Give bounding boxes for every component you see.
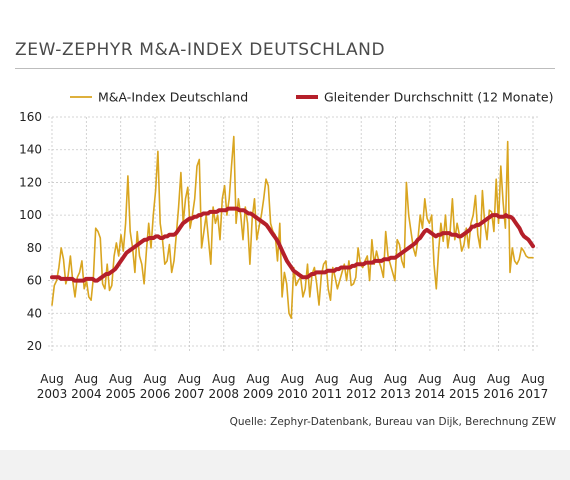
x-tick-month: Aug <box>384 372 407 386</box>
x-tick-year: 2007 <box>174 387 205 401</box>
x-tick-month: Aug <box>281 372 304 386</box>
legend-label: M&A-Index Deutschland <box>98 90 248 105</box>
x-tick-year: 2013 <box>380 387 411 401</box>
x-tick-year: 2011 <box>312 387 343 401</box>
x-tick-year: 2012 <box>346 387 377 401</box>
x-tick-month: Aug <box>178 372 201 386</box>
x-tick-year: 2006 <box>140 387 171 401</box>
source-note: Quelle: Zephyr-Datenbank, Bureau van Dij… <box>229 416 556 428</box>
x-tick-month: Aug <box>453 372 476 386</box>
y-tick-label: 140 <box>19 143 42 157</box>
y-tick-label: 100 <box>19 208 42 222</box>
y-tick-label: 60 <box>27 274 42 288</box>
x-tick-month: Aug <box>143 372 166 386</box>
series-moving-average-line <box>50 206 535 283</box>
y-tick-label: 160 <box>19 110 42 124</box>
x-tick-year: 2008 <box>209 387 240 401</box>
x-tick-year: 2009 <box>243 387 274 401</box>
chart-title: ZEW-ZEPHYR M&A-INDEX DEUTSCHLAND <box>15 40 386 60</box>
x-tick-month: Aug <box>75 372 98 386</box>
bottom-band <box>0 450 570 480</box>
legend: M&A-Index Deutschland Gleitender Durchsch… <box>70 90 554 105</box>
x-tick-year: 2003 <box>37 387 68 401</box>
series-ma-index-line <box>51 135 534 320</box>
y-tick-label: 120 <box>19 175 42 189</box>
x-tick-year: 2005 <box>105 387 136 401</box>
series-lines <box>50 135 535 320</box>
x-tick-year: 2014 <box>415 387 446 401</box>
title-divider <box>15 68 555 69</box>
x-tick-month: Aug <box>418 372 441 386</box>
x-axis-ticks: Aug2003Aug2004Aug2005Aug2006Aug2007Aug20… <box>37 372 549 401</box>
y-tick-label: 40 <box>27 306 42 320</box>
x-tick-month: Aug <box>40 372 63 386</box>
x-tick-month: Aug <box>521 372 544 386</box>
y-tick-label: 20 <box>27 339 42 353</box>
x-tick-month: Aug <box>212 372 235 386</box>
x-tick-month: Aug <box>487 372 510 386</box>
x-tick-year: 2017 <box>518 387 549 401</box>
x-tick-year: 2010 <box>277 387 308 401</box>
x-tick-year: 2015 <box>449 387 480 401</box>
y-axis-ticks: 20 40 60 80 100 120 140 160 <box>19 110 42 353</box>
x-tick-month: Aug <box>109 372 132 386</box>
y-tick-label: 80 <box>27 241 42 255</box>
x-tick-year: 2016 <box>483 387 514 401</box>
x-tick-month: Aug <box>349 372 372 386</box>
legend-label: Gleitender Durchschnitt (12 Monate) <box>324 90 554 105</box>
x-tick-month: Aug <box>315 372 338 386</box>
x-tick-month: Aug <box>246 372 269 386</box>
x-tick-year: 2004 <box>71 387 102 401</box>
